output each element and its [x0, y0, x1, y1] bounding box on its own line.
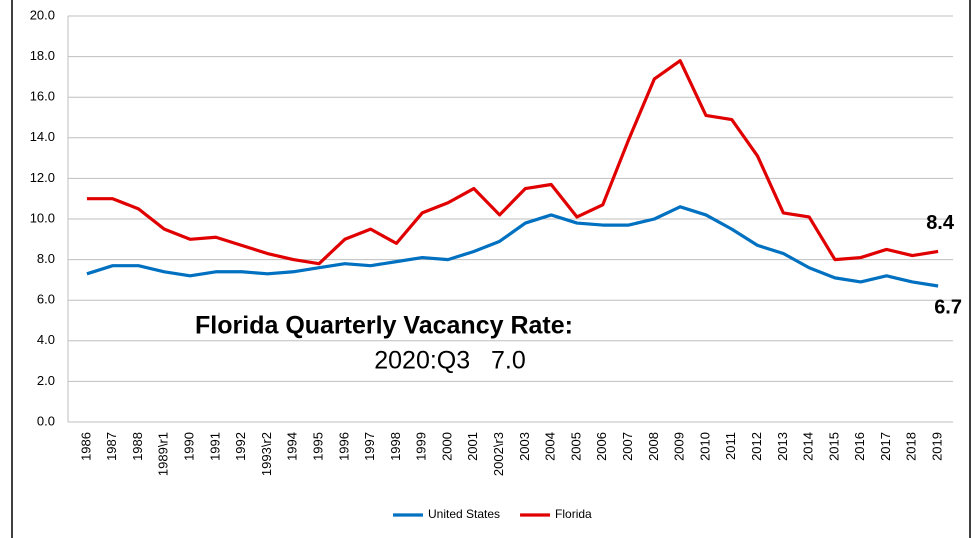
annotation: Florida Quarterly Vacancy Rate:	[195, 312, 573, 340]
x-tick-label: 2017	[878, 432, 893, 461]
x-tick-label: 2001	[465, 432, 480, 461]
x-tick-label: 2013	[775, 432, 790, 461]
x-tick-label: 2016	[852, 432, 867, 461]
x-tick-label: 1991	[207, 432, 222, 461]
y-tick-label: 4.0	[37, 332, 55, 347]
y-tick-label: 6.0	[37, 292, 55, 307]
x-tick-label: 1988	[130, 432, 145, 461]
x-tick-label: 1994	[285, 432, 300, 461]
x-tick-label: 2019	[930, 432, 945, 461]
legend-label: United States	[428, 507, 500, 521]
x-tick-label: 1996	[336, 432, 351, 461]
x-tick-label: 2008	[646, 432, 661, 461]
x-tick-label: 2011	[723, 432, 738, 460]
data-label: 8.4	[926, 212, 955, 234]
x-tick-label: 2015	[826, 432, 841, 461]
x-tick-label: 1986	[78, 432, 93, 461]
x-tick-label: 2003	[517, 432, 532, 461]
series-line	[86, 205, 939, 288]
x-tick-label: 2000	[439, 432, 454, 461]
x-tick-label: 2010	[697, 432, 712, 461]
x-tick-label: 2002\r3	[491, 432, 506, 476]
x-tick-label: 1989\r1	[156, 432, 171, 476]
y-tick-label: 20.0	[30, 7, 55, 22]
x-tick-label: 2009	[672, 432, 687, 461]
y-tick-label: 0.0	[37, 413, 55, 428]
x-tick-label: 1998	[388, 432, 403, 461]
y-tick-label: 2.0	[37, 373, 55, 388]
x-tick-label: 1999	[414, 432, 429, 461]
y-tick-label: 12.0	[30, 170, 55, 185]
y-tick-label: 18.0	[30, 48, 55, 63]
x-tick-label: 2014	[801, 432, 816, 461]
x-tick-label: 2005	[568, 432, 583, 461]
x-tick-label: 2007	[620, 432, 635, 461]
x-tick-label: 1990	[182, 432, 197, 461]
x-tick-label: 2012	[749, 432, 764, 461]
x-tick-label: 2006	[594, 432, 609, 461]
x-tick-label: 2004	[543, 432, 558, 461]
x-tick-label: 1987	[104, 432, 119, 461]
x-tick-label: 1993\r2	[259, 432, 274, 476]
x-tick-label: 1995	[310, 432, 325, 461]
annotation: 2020:Q3 7.0	[374, 347, 526, 375]
y-tick-label: 16.0	[30, 89, 55, 104]
series-line	[86, 59, 939, 266]
y-tick-label: 14.0	[30, 129, 55, 144]
legend-label: Florida	[555, 507, 592, 521]
x-tick-label: 1997	[362, 432, 377, 461]
x-tick-label: 2018	[904, 432, 919, 461]
y-tick-label: 8.0	[37, 251, 55, 266]
x-tick-label: 1992	[233, 432, 248, 461]
data-label: 6.7	[934, 296, 962, 318]
y-tick-label: 10.0	[30, 210, 55, 225]
